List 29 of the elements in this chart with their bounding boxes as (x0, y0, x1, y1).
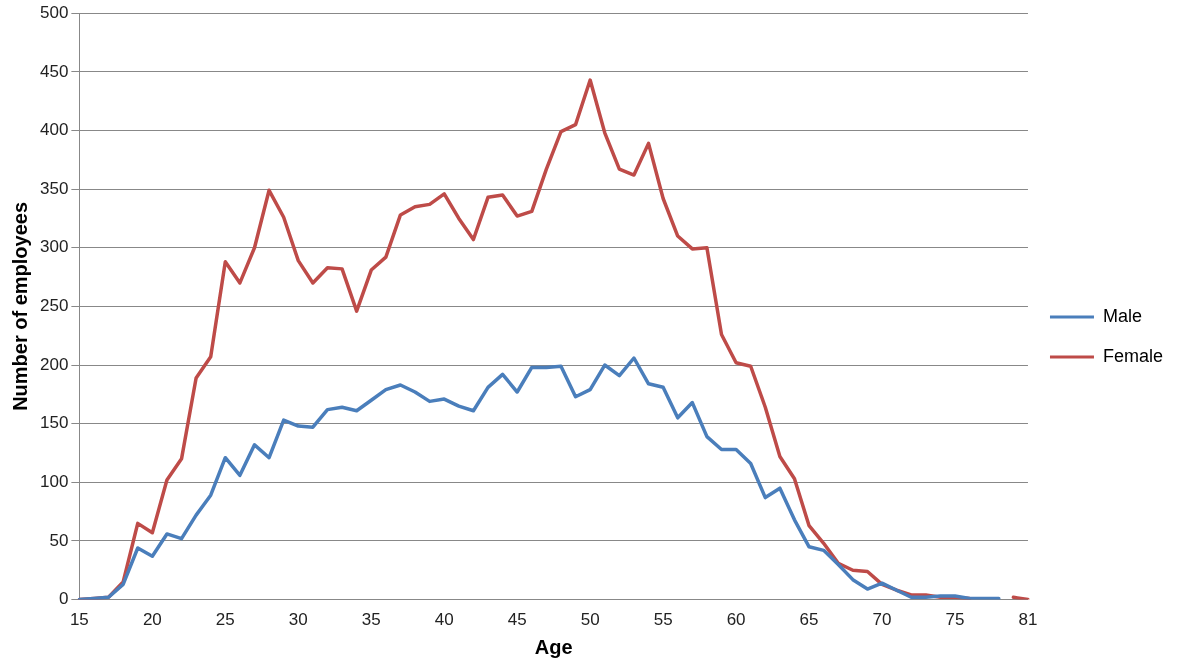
x-tick-label: 15 (69, 610, 89, 630)
x-tick-label: 30 (288, 610, 308, 630)
y-axis-title: Number of employees (8, 201, 31, 411)
y-tick-label: 250 (39, 296, 69, 316)
legend-label: Female (1102, 345, 1164, 366)
y-tick-label: 100 (39, 472, 69, 492)
y-tick-label: 0 (58, 589, 69, 609)
legend-label: Male (1102, 305, 1142, 326)
x-tick-label: 35 (361, 610, 381, 630)
y-tick-label: 150 (39, 413, 69, 433)
y-tick-label: 300 (39, 237, 69, 257)
y-tick-label: 350 (39, 178, 69, 198)
x-tick-label: 20 (142, 610, 162, 630)
x-tick-label: 55 (653, 610, 673, 630)
x-tick-label: 75 (945, 610, 965, 630)
y-tick-label: 50 (49, 530, 69, 550)
x-tick-label: 50 (580, 610, 600, 630)
x-tick-label: 81 (1018, 610, 1038, 630)
x-tick-label: 25 (215, 610, 235, 630)
y-tick-label: 400 (39, 120, 69, 140)
y-tick-label: 200 (39, 354, 69, 374)
x-tick-label: 65 (799, 610, 819, 630)
y-tick-label: 450 (39, 61, 69, 81)
x-axis-title: Age (534, 635, 573, 658)
x-tick-label: 70 (872, 610, 892, 630)
x-tick-label: 40 (434, 610, 454, 630)
x-tick-label: 45 (507, 610, 527, 630)
y-tick-label: 500 (39, 2, 69, 22)
x-tick-label: 60 (726, 610, 746, 630)
